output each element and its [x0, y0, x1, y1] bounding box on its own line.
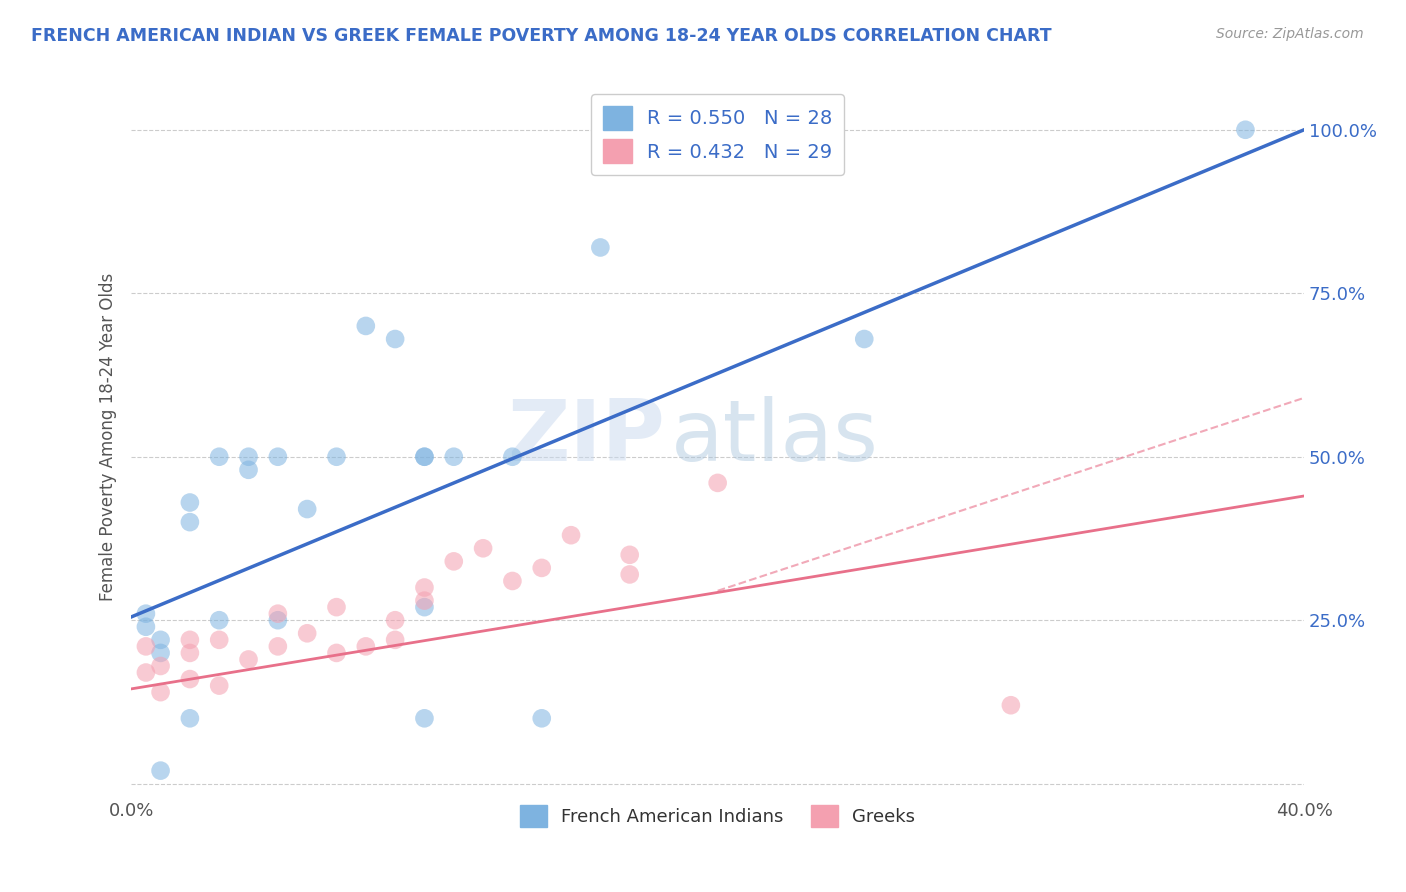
Point — [149, 685, 172, 699]
Point — [179, 672, 201, 686]
Point — [530, 711, 553, 725]
Point — [179, 711, 201, 725]
Point — [413, 600, 436, 615]
Point — [135, 620, 157, 634]
Point — [384, 613, 406, 627]
Point — [354, 640, 377, 654]
Point — [1234, 122, 1257, 136]
Point — [384, 632, 406, 647]
Point — [135, 665, 157, 680]
Point — [501, 450, 523, 464]
Point — [325, 646, 347, 660]
Text: atlas: atlas — [671, 396, 879, 479]
Point — [295, 626, 318, 640]
Point — [238, 450, 260, 464]
Point — [589, 240, 612, 254]
Point — [149, 632, 172, 647]
Point — [295, 502, 318, 516]
Text: Source: ZipAtlas.com: Source: ZipAtlas.com — [1216, 27, 1364, 41]
Y-axis label: Female Poverty Among 18-24 Year Olds: Female Poverty Among 18-24 Year Olds — [100, 273, 117, 601]
Point — [179, 646, 201, 660]
Point — [179, 495, 201, 509]
Point — [149, 646, 172, 660]
Point — [413, 450, 436, 464]
Point — [443, 554, 465, 568]
Point — [208, 613, 231, 627]
Point — [208, 679, 231, 693]
Text: FRENCH AMERICAN INDIAN VS GREEK FEMALE POVERTY AMONG 18-24 YEAR OLDS CORRELATION: FRENCH AMERICAN INDIAN VS GREEK FEMALE P… — [31, 27, 1052, 45]
Point — [619, 567, 641, 582]
Point — [208, 632, 231, 647]
Point — [135, 640, 157, 654]
Point — [413, 593, 436, 607]
Point — [179, 515, 201, 529]
Legend: French American Indians, Greeks: French American Indians, Greeks — [513, 798, 922, 835]
Point — [267, 607, 290, 621]
Point — [443, 450, 465, 464]
Point — [413, 711, 436, 725]
Point — [149, 659, 172, 673]
Point — [706, 475, 728, 490]
Point — [135, 607, 157, 621]
Point — [208, 450, 231, 464]
Point — [472, 541, 495, 556]
Point — [325, 450, 347, 464]
Point — [179, 632, 201, 647]
Point — [354, 318, 377, 333]
Point — [619, 548, 641, 562]
Point — [267, 640, 290, 654]
Point — [238, 652, 260, 666]
Point — [267, 613, 290, 627]
Point — [530, 561, 553, 575]
Point — [149, 764, 172, 778]
Point — [853, 332, 876, 346]
Point — [1000, 698, 1022, 713]
Point — [501, 574, 523, 588]
Text: ZIP: ZIP — [508, 396, 665, 479]
Point — [413, 581, 436, 595]
Point — [325, 600, 347, 615]
Point — [560, 528, 582, 542]
Point — [413, 450, 436, 464]
Point — [384, 332, 406, 346]
Point — [267, 450, 290, 464]
Point — [238, 463, 260, 477]
